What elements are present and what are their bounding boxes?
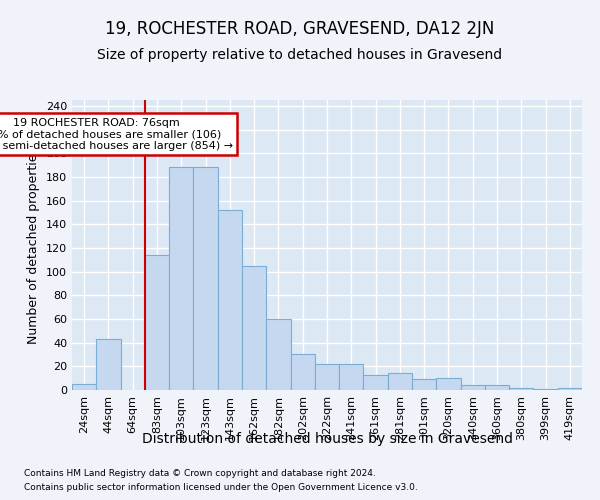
Bar	[339, 364, 364, 390]
Bar	[315, 364, 339, 390]
Y-axis label: Number of detached properties: Number of detached properties	[28, 146, 40, 344]
Text: 19, ROCHESTER ROAD, GRAVESEND, DA12 2JN: 19, ROCHESTER ROAD, GRAVESEND, DA12 2JN	[106, 20, 494, 38]
Text: 19 ROCHESTER ROAD: 76sqm
← 11% of detached houses are smaller (106)
89% of semi-: 19 ROCHESTER ROAD: 76sqm ← 11% of detach…	[0, 118, 233, 151]
Bar	[364, 374, 388, 390]
Text: Contains public sector information licensed under the Open Government Licence v3: Contains public sector information licen…	[24, 484, 418, 492]
Bar	[242, 266, 266, 390]
Bar	[218, 210, 242, 390]
Bar	[388, 374, 412, 390]
Bar	[509, 388, 533, 390]
Text: Contains HM Land Registry data © Crown copyright and database right 2024.: Contains HM Land Registry data © Crown c…	[24, 468, 376, 477]
Bar	[193, 168, 218, 390]
Bar	[266, 319, 290, 390]
Bar	[412, 380, 436, 390]
Bar	[558, 388, 582, 390]
Bar	[290, 354, 315, 390]
Bar	[533, 389, 558, 390]
Bar	[145, 255, 169, 390]
Bar	[169, 168, 193, 390]
Bar	[436, 378, 461, 390]
Bar	[72, 384, 96, 390]
Text: Distribution of detached houses by size in Gravesend: Distribution of detached houses by size …	[142, 432, 512, 446]
Text: Size of property relative to detached houses in Gravesend: Size of property relative to detached ho…	[97, 48, 503, 62]
Bar	[485, 386, 509, 390]
Bar	[96, 339, 121, 390]
Bar	[461, 386, 485, 390]
